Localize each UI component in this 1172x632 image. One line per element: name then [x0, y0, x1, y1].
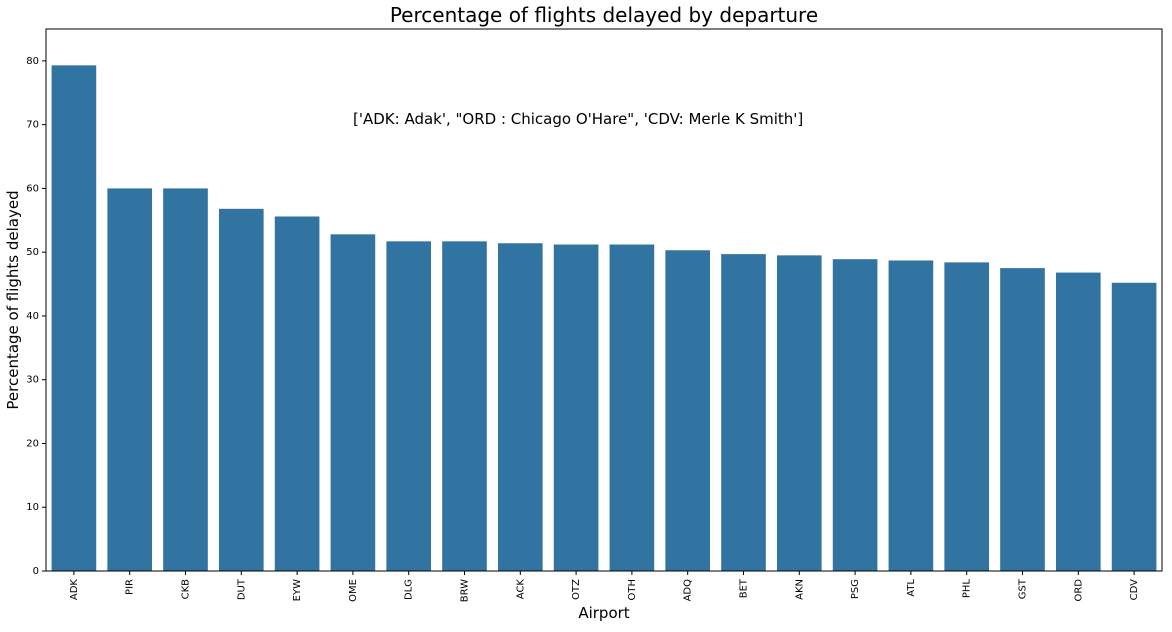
x-tick-label: GST	[1018, 578, 1029, 599]
y-tick-label: 60	[26, 183, 39, 194]
bar-dut	[218, 208, 264, 571]
bar-eyw	[274, 216, 320, 571]
x-tick-label: ADK	[69, 579, 80, 601]
bar-ord	[1055, 272, 1101, 571]
y-tick-label: 70	[26, 120, 39, 131]
chart-annotation: ['ADK: Adak', "ORD : Chicago O'Hare", 'C…	[353, 110, 803, 128]
x-tick-label: ACK	[515, 579, 526, 600]
y-tick-label: 10	[26, 502, 39, 513]
x-tick-label: ADQ	[683, 579, 694, 602]
y-tick-label: 20	[26, 438, 39, 449]
x-tick-label: EYW	[292, 579, 303, 601]
axes-layer: ADK PIR CKB DUT EYW OME DLG BRW ACK OTZ OTH ADQ BET A…	[26, 28, 1163, 602]
y-tick-label: 80	[26, 56, 39, 67]
plot-frame	[45, 28, 1163, 572]
y-tick-label: 30	[26, 375, 39, 386]
bar-dlg	[386, 241, 432, 571]
bar-ome	[330, 234, 376, 571]
x-tick-label: PIR	[125, 579, 136, 595]
bar-cdv	[1111, 282, 1157, 571]
x-tick-label: BET	[739, 578, 750, 598]
x-tick-label: DUT	[236, 578, 247, 600]
x-tick-label: ORD	[1073, 579, 1084, 602]
x-tick-label: OTH	[627, 579, 638, 601]
bar-brw	[442, 241, 487, 571]
x-tick-label: BRW	[460, 579, 471, 602]
bar-ckb	[163, 188, 208, 571]
bar-gst	[1000, 268, 1045, 571]
x-tick-label: OTZ	[571, 579, 582, 600]
bar-psg	[832, 259, 878, 571]
x-tick-label: CKB	[181, 579, 192, 600]
bar-adk	[51, 65, 97, 571]
bar-adq	[665, 250, 711, 571]
x-tick-label: AKN	[794, 579, 805, 600]
x-tick-label: CDV	[1129, 579, 1140, 601]
bar-phl	[944, 262, 990, 571]
bar-oth	[609, 244, 655, 571]
y-axis-label: Percentage of flights delayed	[4, 190, 22, 409]
x-tick-label: PHL	[962, 579, 973, 599]
y-tick-label: 50	[26, 247, 39, 258]
x-axis-label: Airport	[578, 604, 629, 622]
bar-ack	[497, 243, 543, 571]
bar-pir	[107, 188, 153, 571]
chart-title: Percentage of flights delayed by departu…	[390, 3, 818, 27]
bar-atl	[888, 260, 934, 571]
x-tick-label: PSG	[850, 579, 861, 599]
bars-layer	[51, 65, 1157, 572]
bar-bet	[721, 254, 766, 571]
x-tick-label: ATL	[906, 579, 917, 597]
y-tick-label: 0	[33, 566, 39, 577]
x-tick-label: DLG	[404, 579, 415, 600]
bar-akn	[776, 255, 822, 572]
y-tick-label: 40	[26, 311, 39, 322]
bar-otz	[553, 244, 599, 571]
x-tick-label: OME	[348, 579, 359, 602]
